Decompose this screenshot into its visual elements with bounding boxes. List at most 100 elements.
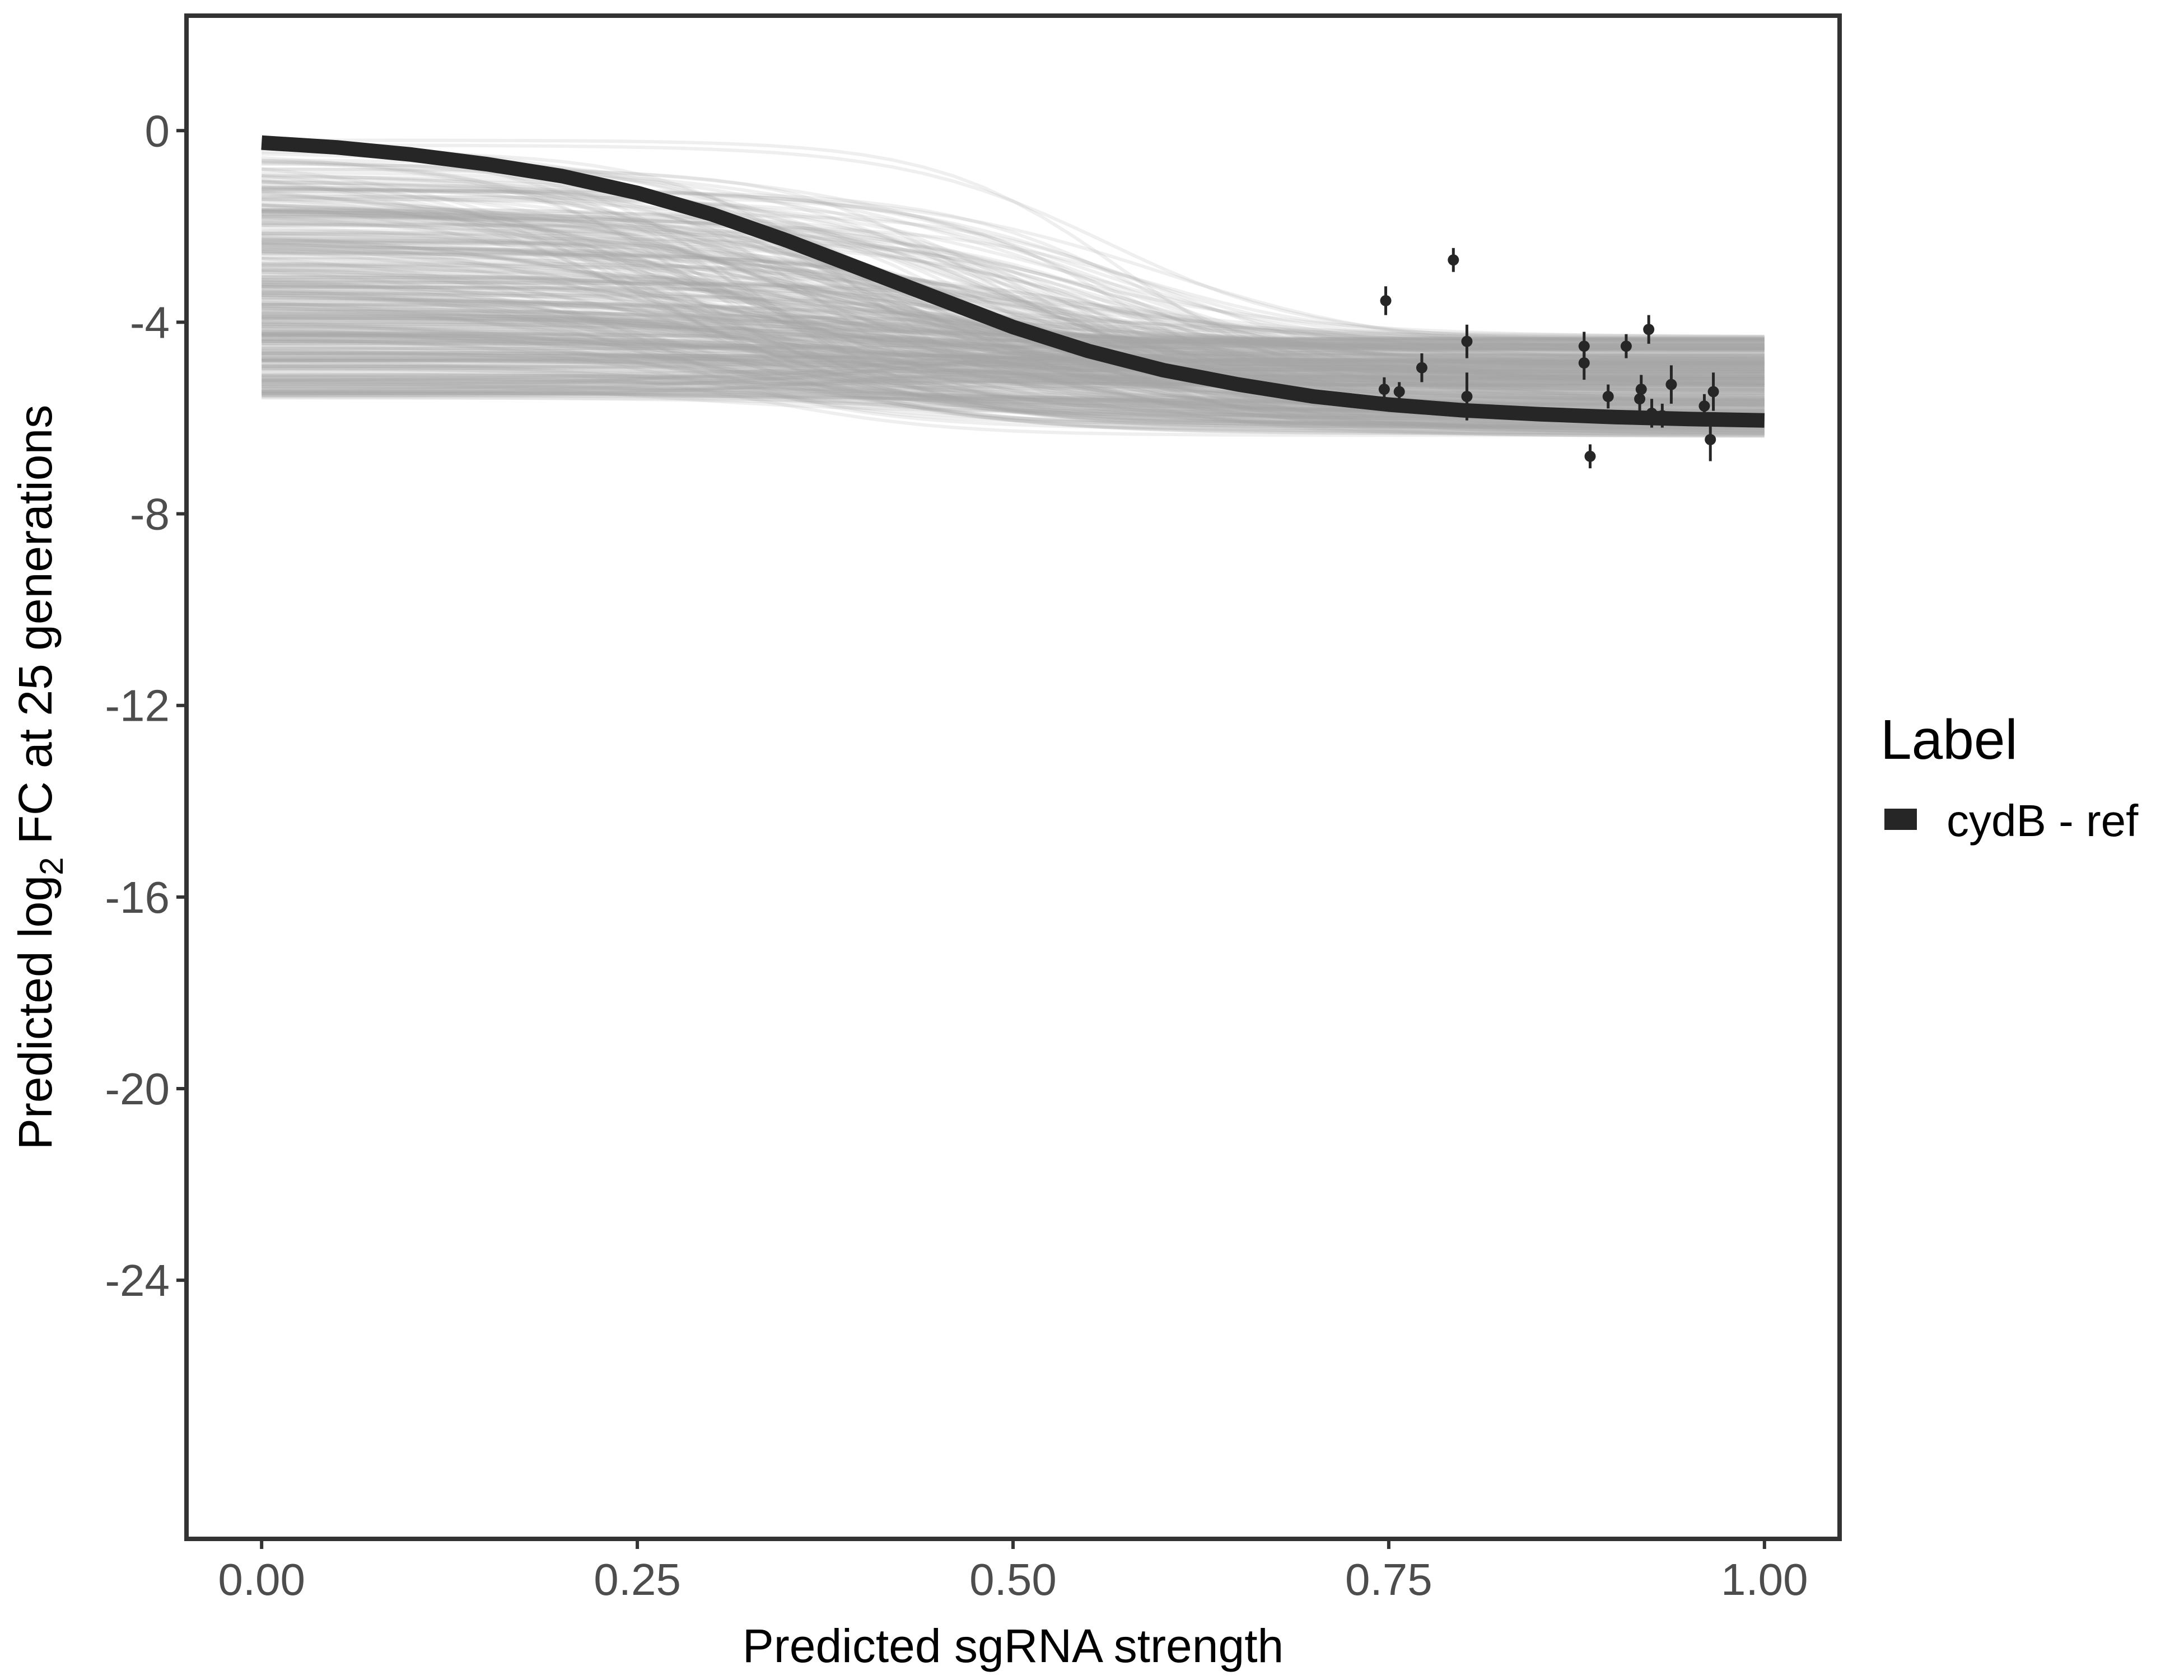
posterior-draw-line <box>262 379 1765 390</box>
posterior-draw-line <box>262 364 1765 428</box>
posterior-draw-line <box>262 180 1765 391</box>
posterior-draw-line <box>262 332 1765 432</box>
posterior-draw-line <box>262 197 1765 406</box>
posterior-draw-line <box>262 333 1765 344</box>
posterior-draw-line <box>262 333 1765 383</box>
posterior-draw-line <box>262 329 1765 351</box>
posterior-draw-line <box>262 363 1765 385</box>
posterior-draw-line <box>262 368 1765 379</box>
posterior-draw-line <box>262 367 1765 380</box>
y-axis-title: Predicted log2 FC at 25 generations <box>9 405 70 1150</box>
legend-key-cydB-ref <box>1884 809 1917 830</box>
posterior-draw-line <box>262 223 1765 428</box>
posterior-draw-line <box>262 252 1765 351</box>
observed-point <box>1461 324 1473 358</box>
posterior-draw-line <box>262 268 1765 355</box>
posterior-draw-line <box>262 217 1765 373</box>
posterior-draw-line <box>262 218 1765 398</box>
posterior-draw-line <box>262 352 1765 361</box>
posterior-draw-line <box>262 138 1765 394</box>
posterior-draw-line <box>262 215 1765 372</box>
posterior-draw-line <box>262 139 1765 384</box>
posterior-draw-line <box>262 320 1765 379</box>
posterior-draw-line <box>262 189 1765 393</box>
posterior-draw-line <box>262 213 1765 402</box>
x-tick-label: 0.75 <box>1345 1555 1432 1604</box>
posterior-draw-line <box>262 290 1765 387</box>
posterior-draw-line <box>262 186 1765 388</box>
posterior-draw-line <box>262 330 1765 365</box>
posterior-draw-line <box>262 209 1765 367</box>
posterior-draw-line <box>262 249 1765 366</box>
posterior-draw-line <box>262 353 1765 390</box>
posterior-draw-line <box>262 284 1765 412</box>
posterior-draw-line <box>262 351 1765 374</box>
observed-points-layer <box>1378 248 1719 469</box>
posterior-draw-line <box>262 209 1765 383</box>
posterior-draw-line <box>262 193 1765 393</box>
posterior-draw-line <box>262 315 1765 395</box>
posterior-draw-line <box>262 184 1765 383</box>
posterior-draw-line <box>262 334 1765 349</box>
observed-point <box>1643 315 1655 344</box>
posterior-draw-line <box>262 310 1765 379</box>
y-tick-label: -4 <box>130 297 170 347</box>
posterior-draw-line <box>262 210 1765 381</box>
observed-point <box>1665 365 1677 404</box>
posterior-draw-line <box>262 357 1765 380</box>
posterior-draw-line <box>262 351 1765 368</box>
posterior-draw-line <box>262 216 1765 408</box>
posterior-draw-line <box>262 332 1765 428</box>
posterior-draw-line <box>262 230 1765 373</box>
posterior-draw-line <box>262 256 1765 377</box>
posterior-draw-line <box>262 354 1765 363</box>
posterior-draw-line <box>262 362 1765 395</box>
posterior-draw-line <box>262 213 1765 396</box>
posterior-draw-line <box>262 363 1765 386</box>
posterior-draw-line <box>262 307 1765 347</box>
posterior-draw-line <box>262 342 1765 386</box>
observed-point <box>1707 372 1719 411</box>
posterior-draw-line <box>262 367 1765 377</box>
posterior-draw-line <box>262 198 1765 370</box>
posterior-draw-line <box>262 186 1765 348</box>
posterior-draw-line <box>262 338 1765 356</box>
posterior-draw-line <box>262 278 1765 357</box>
y-tick-label: -8 <box>130 489 170 539</box>
posterior-draw-line <box>262 323 1765 437</box>
posterior-draw-line <box>262 187 1765 400</box>
posterior-draw-line <box>262 210 1765 341</box>
posterior-draw-line <box>262 380 1765 400</box>
y-tick-label: -12 <box>105 681 170 731</box>
posterior-draw-line <box>262 356 1765 368</box>
posterior-draw-line <box>262 203 1765 348</box>
posterior-draw-line <box>262 352 1765 368</box>
fitted-curve-layer <box>261 135 1765 428</box>
point-marker <box>1646 407 1658 419</box>
posterior-draw-line <box>262 344 1765 389</box>
posterior-draw-line <box>262 220 1765 388</box>
posterior-draw-line <box>262 238 1765 346</box>
point-marker <box>1578 357 1590 369</box>
posterior-draw-line <box>262 374 1765 390</box>
posterior-draw-line <box>262 334 1765 406</box>
posterior-draw-line <box>262 171 1765 352</box>
observed-point <box>1416 353 1427 382</box>
posterior-draw-line <box>262 376 1765 400</box>
posterior-draw-line <box>262 338 1765 396</box>
posterior-draw-line <box>262 318 1765 401</box>
y-tick-label: 0 <box>145 106 170 156</box>
y-axis-title-prefix: Predicted log <box>9 875 62 1150</box>
point-marker <box>1643 324 1655 335</box>
posterior-draw-line <box>262 317 1765 374</box>
posterior-draw-line <box>262 359 1765 387</box>
posterior-draw-line <box>262 263 1765 369</box>
posterior-draw-line <box>262 204 1765 371</box>
observed-point <box>1656 403 1668 428</box>
posterior-draw-line <box>262 357 1765 368</box>
posterior-draw-line <box>262 358 1765 370</box>
point-marker <box>1656 410 1668 422</box>
fitted-curve-cydB-ref <box>261 135 1765 428</box>
posterior-draw-line <box>262 349 1765 427</box>
posterior-draw-line <box>262 240 1765 433</box>
